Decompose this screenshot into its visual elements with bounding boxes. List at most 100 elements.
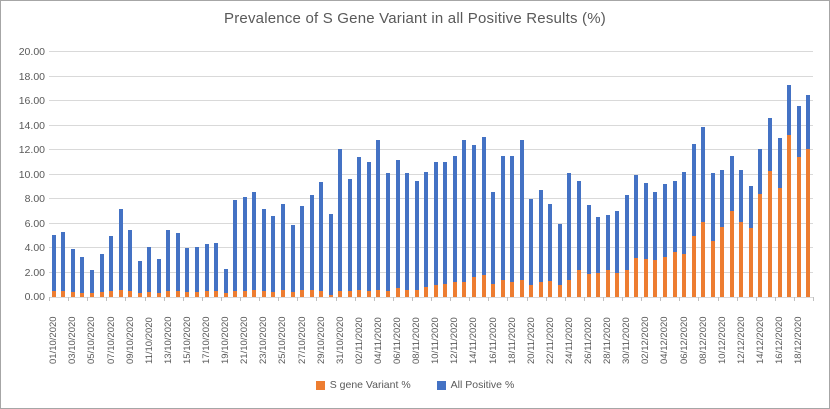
bar (376, 140, 381, 297)
bar-segment-all-positive (99, 254, 104, 293)
bar-segment-all-positive (195, 246, 200, 293)
bar-segment-all-positive (386, 173, 391, 291)
y-axis-label: 4.00 (24, 242, 45, 254)
x-axis-label: 10/12/2020 (716, 316, 728, 364)
bar (309, 195, 314, 297)
x-axis-label: 16/12/2020 (774, 316, 786, 364)
x-axis-label: 06/12/2020 (678, 316, 690, 364)
x-axis-tick (411, 297, 413, 301)
x-axis-label: 20/11/2020 (525, 317, 537, 364)
x-axis-tick (259, 297, 261, 301)
bar-segment-s-gene (89, 293, 94, 297)
bar-segment-all-positive (137, 261, 142, 294)
bar-segment-all-positive (624, 195, 629, 271)
bar-segment-all-positive (538, 190, 543, 283)
x-axis-tick (545, 297, 547, 301)
gridline (49, 100, 813, 101)
bar (261, 208, 266, 297)
x-axis-tick (526, 297, 528, 301)
y-axis-label: 8.00 (24, 193, 45, 205)
bar (156, 259, 161, 297)
gridline (49, 173, 813, 175)
bar-segment-all-positive (328, 213, 333, 295)
bar (729, 156, 734, 297)
bar (61, 232, 66, 297)
x-axis-tick (106, 297, 108, 301)
bar-segment-all-positive (223, 268, 228, 294)
bar-segment-s-gene (672, 251, 677, 297)
bar (443, 162, 448, 297)
bar-segment-all-positive (605, 214, 610, 271)
bar (109, 235, 114, 297)
x-axis-tick (354, 297, 356, 301)
bar-segment-all-positive (233, 200, 238, 291)
x-axis-tick (813, 297, 814, 301)
bar-segment-s-gene (156, 293, 161, 297)
y-axis-label: 12.00 (18, 144, 45, 156)
bar-segment-all-positive (519, 140, 524, 280)
bar-segment-s-gene (118, 289, 123, 297)
bar-segment-all-positive (653, 191, 658, 261)
bar-segment-all-positive (672, 180, 677, 252)
bar (758, 148, 763, 297)
bar-segment-all-positive (261, 208, 266, 291)
bar-segment-s-gene (357, 289, 362, 297)
bar (99, 254, 104, 297)
bar-segment-all-positive (615, 211, 620, 273)
bar-segment-s-gene (491, 283, 496, 297)
bar-segment-s-gene (519, 279, 524, 297)
bar (682, 172, 687, 297)
bar-segment-all-positive (252, 191, 257, 290)
plot-area (49, 51, 813, 298)
bar-segment-all-positive (214, 243, 219, 291)
x-axis-tick (717, 297, 719, 301)
x-axis-label: 30/11/2020 (621, 317, 633, 364)
bar (662, 184, 667, 297)
x-axis-label: 18/11/2020 (506, 317, 518, 364)
x-axis-label: 27/10/2020 (296, 316, 308, 364)
x-axis-tick (679, 297, 681, 301)
bar (405, 173, 410, 297)
y-axis-label: 6.00 (24, 217, 45, 230)
bar (252, 191, 257, 297)
bar-segment-s-gene (729, 211, 734, 297)
bar-segment-all-positive (395, 159, 400, 289)
bar-segment-s-gene (175, 290, 180, 297)
bar-segment-s-gene (796, 157, 801, 297)
bar-segment-all-positive (118, 208, 123, 290)
bar-segment-s-gene (347, 290, 352, 297)
bar-segment-all-positive (366, 162, 371, 291)
bar (462, 140, 467, 297)
bar-segment-all-positive (405, 173, 410, 290)
x-axis-tick (68, 297, 70, 301)
bar-segment-s-gene (204, 290, 209, 297)
bar-segment-all-positive (739, 169, 744, 223)
bar-segment-all-positive (796, 105, 801, 158)
bar (319, 181, 324, 297)
bar (433, 162, 438, 297)
bar-segment-all-positive (577, 180, 582, 271)
bar (195, 246, 200, 297)
bar-segment-all-positive (347, 179, 352, 291)
x-axis-tick (297, 297, 299, 301)
bar (223, 268, 228, 297)
gridline (49, 149, 813, 150)
bar (491, 191, 496, 297)
bar-segment-all-positive (51, 234, 56, 291)
bar (414, 180, 419, 297)
bar (586, 205, 591, 297)
x-axis-label: 18/12/2020 (793, 316, 805, 364)
bar (577, 180, 582, 297)
y-axis-label: 2.00 (24, 266, 45, 279)
bar-segment-all-positive (529, 199, 534, 285)
bar-segment-s-gene (548, 281, 553, 297)
x-axis-label: 09/10/2020 (124, 316, 136, 364)
y-axis-label: 20.00 (18, 46, 45, 58)
bar-segment-s-gene (309, 289, 314, 297)
bar-segment-s-gene (223, 293, 228, 297)
bar-segment-s-gene (510, 282, 515, 297)
x-axis-label: 22/11/2020 (544, 317, 556, 364)
bar-segment-all-positive (729, 156, 734, 212)
x-axis-tick (87, 297, 89, 301)
x-axis-label: 15/10/2020 (181, 316, 193, 364)
